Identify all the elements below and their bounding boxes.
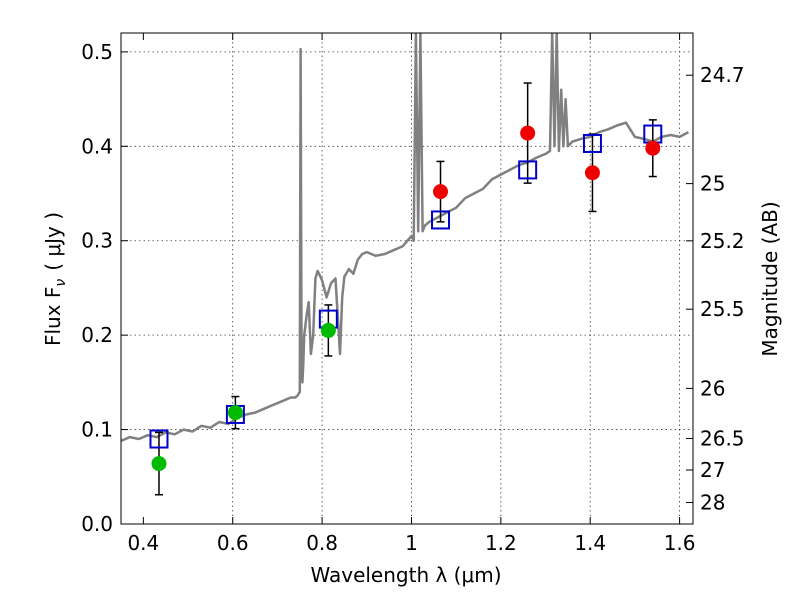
- x-tick-label: 0.6: [217, 531, 249, 555]
- right-axis-title: Magnitude (AB): [758, 201, 782, 356]
- y-axis-title: Flux Fν ( μJy ): [41, 212, 69, 346]
- observed-flux-point-green: [320, 322, 336, 338]
- y-tick-label: 0.1: [81, 418, 113, 442]
- x-tick-label: 1.4: [574, 531, 606, 555]
- right-tick-label: 27: [700, 458, 725, 482]
- x-tick-label: 1: [405, 531, 418, 555]
- model-photometry-square: [518, 160, 538, 180]
- y-axis-title-subscript: ν: [53, 279, 69, 287]
- right-tick-label: 25.5: [700, 297, 745, 321]
- data-markers: [149, 124, 663, 472]
- svg-text:Flux Fν( μJy ): Flux Fν ( μJy ): [41, 212, 69, 346]
- axis-ticks: [121, 33, 693, 525]
- observed-flux-point-red: [433, 184, 449, 200]
- observed-flux-point-red: [645, 140, 661, 156]
- grid: [121, 33, 693, 524]
- y-axis-title-main: Flux F: [41, 287, 65, 346]
- y-tick-label: 0.2: [81, 323, 113, 347]
- model-spectrum-layer: [121, 33, 690, 443]
- right-tick-label: 28: [700, 490, 725, 514]
- x-tick-label: 1.2: [485, 531, 517, 555]
- model-photometry-square: [149, 429, 169, 449]
- y-tick-label: 0.0: [81, 512, 113, 536]
- y-tick-label: 0.5: [81, 40, 113, 64]
- y-tick-label: 0.4: [81, 134, 113, 158]
- y-axis-title-units: ( μJy ): [41, 212, 65, 271]
- model-spectrum-line: [121, 33, 690, 443]
- right-tick-label: 26.5: [700, 426, 745, 450]
- observed-flux-point-green: [151, 456, 167, 472]
- x-tick-label: 0.4: [127, 531, 159, 555]
- y-tick-label: 0.3: [81, 229, 113, 253]
- plot-area: [121, 33, 690, 496]
- observed-flux-point-red: [584, 165, 600, 181]
- tick-labels: 0.4 0.6 0.8 1 1.2 1.4 1.6 0.0 0.1 0.2 0.3 0.4 0.5 24.…: [81, 40, 744, 555]
- model-photometry-square: [431, 210, 451, 230]
- right-tick-label: 24.7: [700, 63, 745, 87]
- right-tick-label: 25.2: [700, 229, 745, 253]
- x-axis-title: Wavelength λ (μm): [310, 563, 501, 587]
- x-tick-label: 1.6: [664, 531, 696, 555]
- x-tick-label: 0.8: [306, 531, 338, 555]
- model-photometry-square: [582, 133, 602, 153]
- right-tick-label: 25: [700, 172, 725, 196]
- observed-flux-point-red: [520, 125, 536, 141]
- plot-frame: [120, 32, 694, 525]
- observed-flux-point-green: [227, 405, 243, 421]
- right-tick-label: 26: [700, 376, 725, 400]
